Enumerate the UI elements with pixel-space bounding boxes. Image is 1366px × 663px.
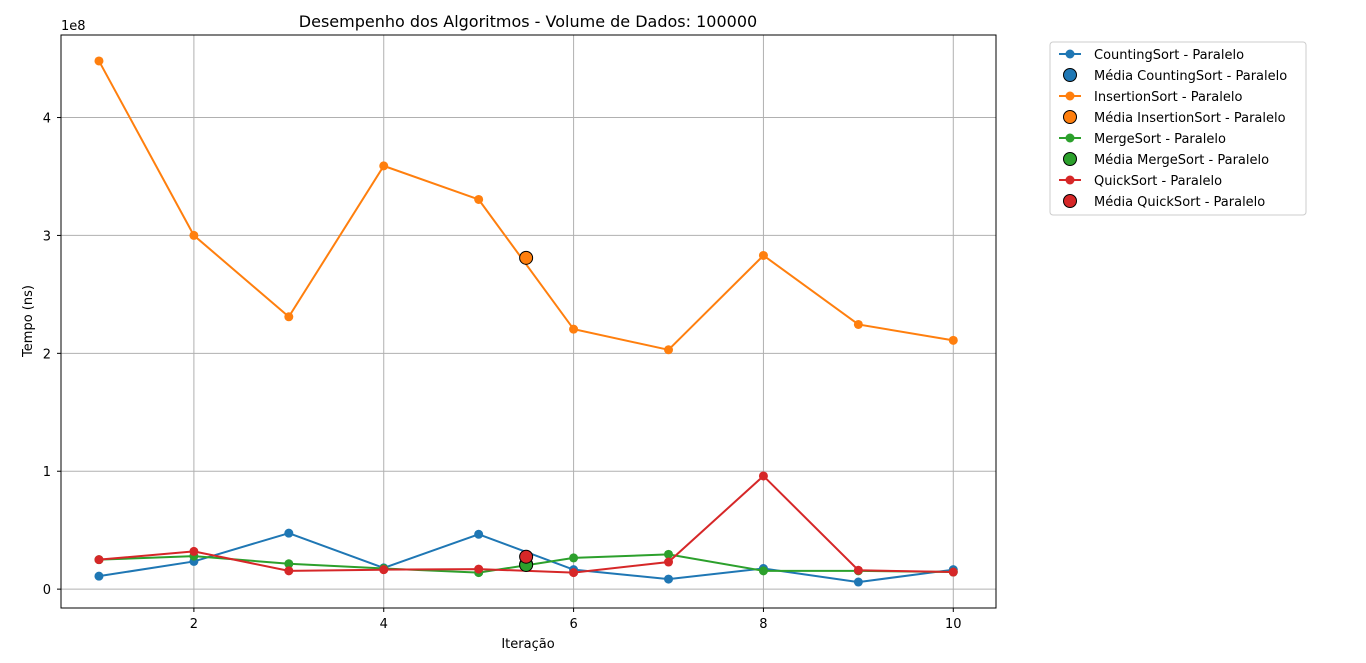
- data-point: [853, 565, 863, 575]
- data-point: [474, 529, 484, 539]
- data-point: [94, 555, 104, 565]
- series-2: [94, 56, 958, 355]
- data-point: [853, 319, 863, 329]
- data-point: [948, 567, 958, 577]
- legend-mean-marker: [1063, 194, 1077, 208]
- series-line: [98, 60, 954, 351]
- grid: [61, 35, 996, 608]
- data-point: [284, 566, 294, 576]
- data-point: [569, 324, 579, 334]
- y-tick-label: 0: [43, 583, 51, 598]
- data-point: [664, 557, 674, 567]
- data-point: [569, 553, 579, 563]
- legend-label: QuickSort - Paralelo: [1094, 174, 1222, 189]
- data-point: [284, 528, 294, 538]
- y-tick-label: 3: [43, 229, 51, 244]
- legend-marker: [1065, 133, 1075, 143]
- legend-label: Média QuickSort - Paralelo: [1094, 195, 1265, 210]
- data-point: [94, 571, 104, 581]
- x-tick-label: 2: [190, 617, 198, 632]
- legend-label: Média CountingSort - Paralelo: [1094, 69, 1287, 84]
- legend-mean-marker: [1063, 152, 1077, 166]
- legend-marker: [1065, 91, 1075, 101]
- y-tick-label: 1: [43, 465, 51, 480]
- legend-label: InsertionSort - Paralelo: [1094, 90, 1242, 105]
- data-point: [758, 250, 768, 260]
- data-point: [94, 56, 104, 66]
- legend-mean-marker: [1063, 68, 1077, 82]
- y-tick-label: 2: [43, 347, 51, 362]
- mean-marker: [519, 549, 534, 564]
- x-tick-label: 6: [569, 617, 577, 632]
- legend-label: MergeSort - Paralelo: [1094, 132, 1226, 147]
- data-point: [474, 194, 484, 204]
- ticks-layer: 2 4 6 8 10 0 1 2 3 4: [43, 112, 962, 632]
- means-layer: [519, 250, 534, 572]
- x-tick-label: 4: [380, 617, 388, 632]
- y-axis-label: Tempo (ns): [21, 285, 36, 358]
- legend-label: Média InsertionSort - Paralelo: [1094, 111, 1286, 126]
- x-tick-label: 10: [945, 617, 962, 632]
- x-axis-label: Iteração: [501, 637, 554, 652]
- data-point: [284, 312, 294, 322]
- data-point: [664, 574, 674, 584]
- legend-frame: [1049, 41, 1307, 216]
- data-point: [758, 471, 768, 481]
- y-tick-label: 4: [43, 112, 51, 127]
- data-point: [189, 230, 199, 240]
- plot-frame: [60, 34, 997, 609]
- data-point: [569, 568, 579, 578]
- y-offset-label: 1e8: [61, 19, 86, 34]
- data-point: [664, 549, 674, 559]
- data-point: [189, 546, 199, 556]
- mean-marker: [519, 250, 534, 265]
- data-point: [379, 161, 389, 171]
- legend-marker: [1065, 49, 1075, 59]
- data-point: [948, 335, 958, 345]
- data-point: [758, 566, 768, 576]
- legend: CountingSort - Paralelo Média CountingSor…: [1049, 41, 1307, 216]
- data-point: [379, 565, 389, 575]
- data-point: [664, 345, 674, 355]
- legend-mean-marker: [1063, 110, 1077, 124]
- legend-label: CountingSort - Paralelo: [1094, 48, 1244, 63]
- chart-title: Desempenho dos Algoritmos - Volume de Da…: [299, 12, 757, 31]
- data-point: [284, 559, 294, 569]
- x-tick-label: 8: [759, 617, 767, 632]
- data-point: [474, 564, 484, 574]
- series-layer: [94, 56, 958, 587]
- legend-label: Média MergeSort - Paralelo: [1094, 153, 1269, 168]
- legend-marker: [1065, 175, 1075, 185]
- data-point: [853, 577, 863, 587]
